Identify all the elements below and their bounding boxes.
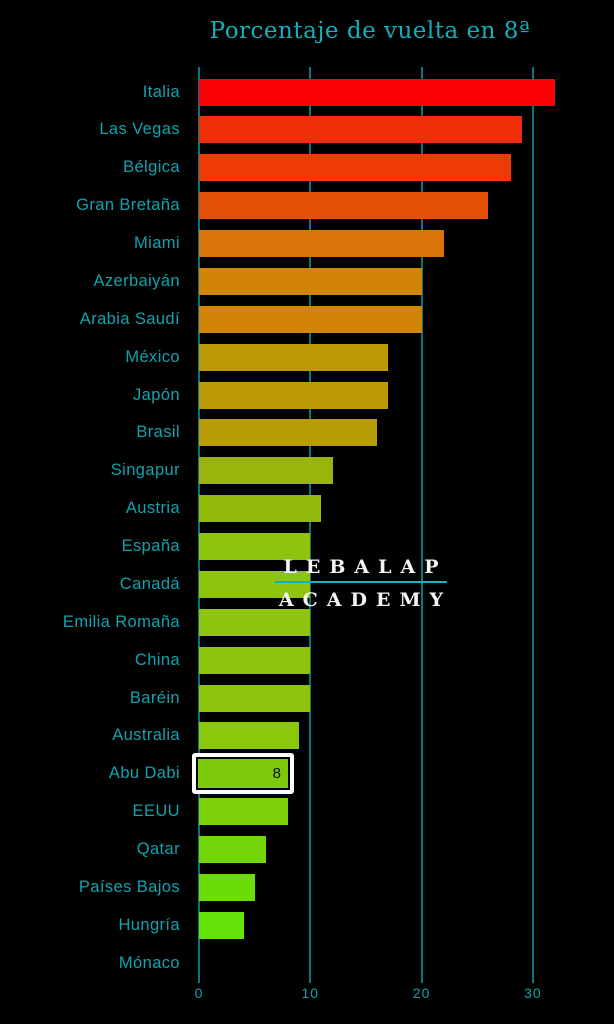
bar bbox=[199, 79, 555, 106]
x-tick-label: 20 bbox=[412, 985, 431, 1001]
bar bbox=[199, 116, 522, 143]
category-label: Mónaco bbox=[118, 954, 180, 972]
gridline bbox=[531, 67, 534, 983]
x-tick-label: 10 bbox=[301, 985, 320, 1001]
bar bbox=[199, 798, 288, 825]
bar bbox=[199, 647, 310, 674]
category-label: Austria bbox=[125, 499, 180, 517]
bar bbox=[199, 457, 333, 484]
bar bbox=[199, 192, 488, 219]
watermark-line1: LEBALAP bbox=[283, 556, 448, 578]
bar bbox=[199, 609, 310, 636]
bar bbox=[199, 268, 422, 295]
category-label: China bbox=[134, 651, 180, 669]
category-label: Italia bbox=[142, 83, 180, 101]
bar bbox=[199, 722, 299, 749]
bar bbox=[199, 495, 321, 522]
category-label: Japón bbox=[133, 386, 180, 404]
gridline bbox=[198, 67, 200, 983]
category-label: Bélgica bbox=[123, 158, 180, 176]
bar bbox=[199, 230, 444, 257]
category-label: Emilia Romaña bbox=[62, 613, 180, 631]
bar bbox=[199, 912, 244, 939]
bar bbox=[199, 836, 266, 863]
category-label: Hungría bbox=[118, 916, 180, 934]
bar bbox=[199, 419, 377, 446]
category-label: Las Vegas bbox=[99, 120, 180, 138]
watermark-line2: ACADEMY bbox=[278, 589, 453, 611]
bar bbox=[199, 344, 388, 371]
category-label: México bbox=[125, 348, 180, 366]
category-label: Brasil bbox=[136, 423, 180, 441]
category-label: Canadá bbox=[119, 575, 180, 593]
highlight-frame: 8 bbox=[192, 753, 294, 794]
bar bbox=[199, 685, 310, 712]
bar bbox=[199, 874, 255, 901]
bar bbox=[199, 533, 310, 560]
bar bbox=[199, 382, 388, 409]
watermark-rule bbox=[275, 581, 447, 583]
bar bbox=[199, 571, 310, 598]
bar bbox=[199, 154, 511, 181]
category-label: Australia bbox=[112, 726, 180, 744]
category-label: Abu Dabi bbox=[108, 764, 180, 782]
category-label: Arabia Saudí bbox=[79, 310, 180, 328]
category-label: Países Bajos bbox=[78, 878, 180, 896]
category-label: Miami bbox=[134, 234, 180, 252]
bar-value-label: 8 bbox=[272, 765, 281, 782]
gridline bbox=[309, 67, 312, 983]
x-tick-label: 30 bbox=[524, 985, 542, 1001]
category-label: Azerbaiyán bbox=[93, 272, 180, 290]
chart-title: Porcentaje de vuelta en 8ª bbox=[209, 18, 531, 44]
category-label: EEUU bbox=[132, 802, 180, 820]
gridline bbox=[420, 67, 423, 983]
category-label: España bbox=[121, 537, 180, 555]
category-label: Gran Bretaña bbox=[76, 196, 180, 214]
category-label: Qatar bbox=[136, 840, 180, 858]
bar: 8 bbox=[198, 759, 288, 788]
category-label: Baréin bbox=[129, 689, 180, 707]
category-label: Singapur bbox=[110, 461, 180, 479]
x-tick-label: 0 bbox=[194, 985, 204, 1001]
bar bbox=[199, 306, 422, 333]
